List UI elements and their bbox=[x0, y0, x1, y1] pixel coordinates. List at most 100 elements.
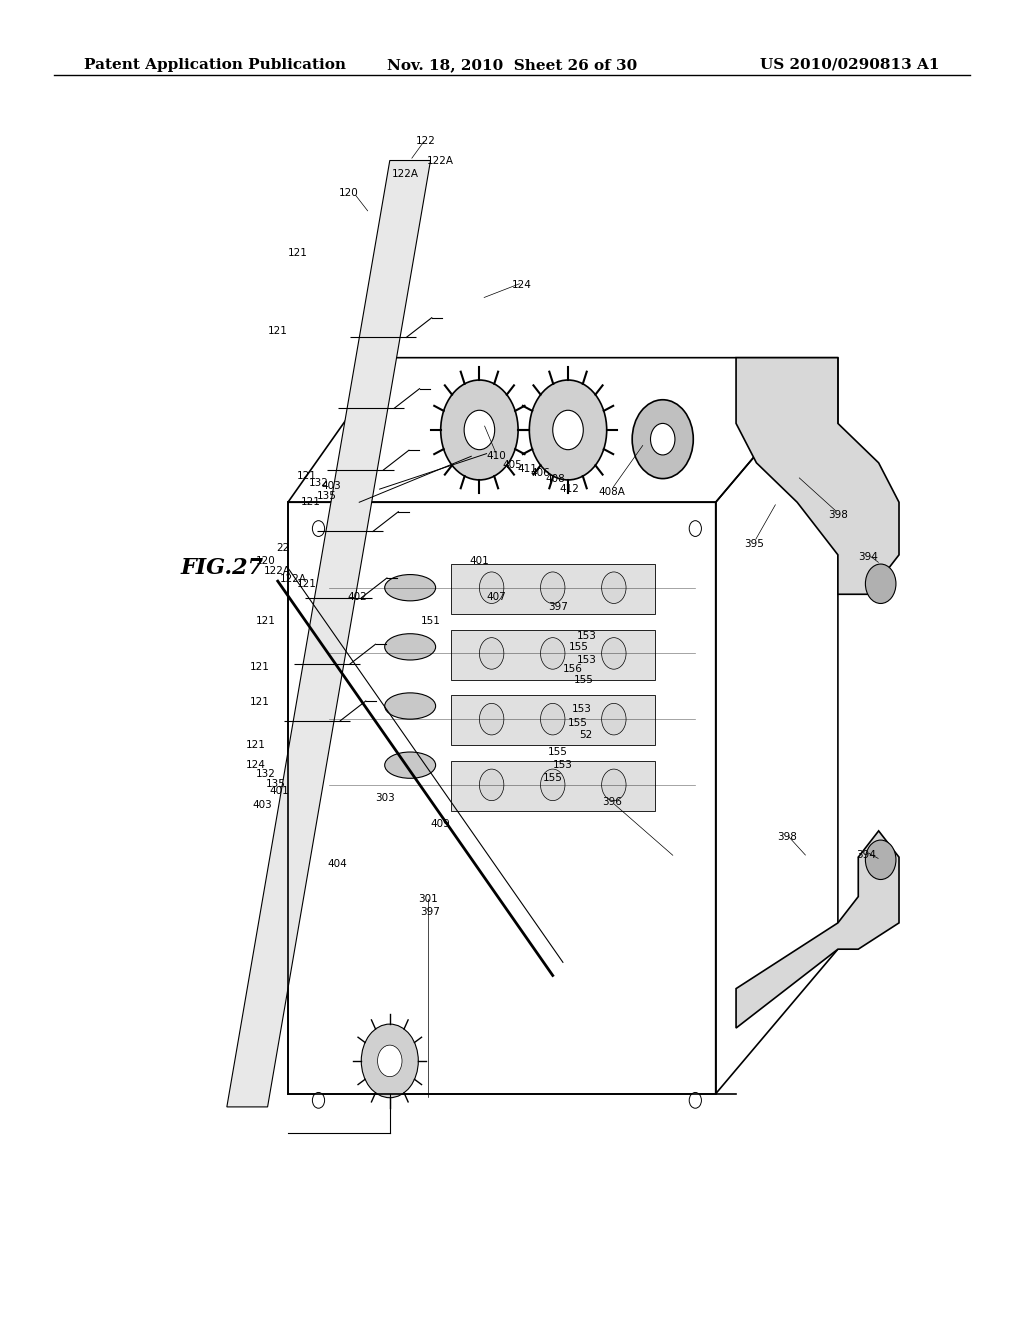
Circle shape bbox=[479, 638, 504, 669]
Circle shape bbox=[529, 380, 606, 480]
Circle shape bbox=[689, 520, 701, 536]
Circle shape bbox=[865, 840, 896, 879]
Text: FIG.27: FIG.27 bbox=[181, 557, 264, 579]
Text: 121: 121 bbox=[300, 498, 321, 507]
Text: 135: 135 bbox=[316, 491, 337, 500]
Text: 411: 411 bbox=[517, 465, 538, 474]
Text: 153: 153 bbox=[577, 631, 596, 642]
Circle shape bbox=[479, 770, 504, 801]
Text: 122: 122 bbox=[416, 136, 435, 145]
Text: 155: 155 bbox=[568, 718, 588, 729]
Ellipse shape bbox=[385, 574, 435, 601]
Text: Patent Application Publication: Patent Application Publication bbox=[84, 58, 346, 73]
Circle shape bbox=[479, 572, 504, 603]
Circle shape bbox=[479, 704, 504, 735]
Circle shape bbox=[602, 770, 626, 801]
Text: 406: 406 bbox=[530, 469, 550, 478]
Text: 303: 303 bbox=[375, 793, 394, 803]
Text: 395: 395 bbox=[744, 540, 764, 549]
Ellipse shape bbox=[385, 752, 435, 779]
Text: 121: 121 bbox=[250, 661, 269, 672]
Text: 155: 155 bbox=[569, 642, 589, 652]
Circle shape bbox=[378, 1045, 402, 1077]
Text: 410: 410 bbox=[486, 451, 507, 461]
Text: 396: 396 bbox=[602, 797, 622, 807]
Text: 153: 153 bbox=[577, 655, 596, 665]
Polygon shape bbox=[736, 830, 899, 1028]
Text: 155: 155 bbox=[573, 675, 593, 685]
Text: 402: 402 bbox=[347, 591, 367, 602]
Text: 394: 394 bbox=[856, 850, 877, 859]
Text: 52: 52 bbox=[579, 730, 592, 741]
Text: 121: 121 bbox=[250, 697, 269, 708]
Circle shape bbox=[541, 770, 565, 801]
Text: Nov. 18, 2010  Sheet 26 of 30: Nov. 18, 2010 Sheet 26 of 30 bbox=[387, 58, 637, 73]
Text: 401: 401 bbox=[270, 787, 290, 796]
FancyBboxPatch shape bbox=[451, 696, 654, 746]
Circle shape bbox=[541, 638, 565, 669]
Circle shape bbox=[464, 411, 495, 450]
Text: 122A: 122A bbox=[264, 565, 291, 576]
Text: 397: 397 bbox=[421, 907, 440, 917]
Circle shape bbox=[440, 380, 518, 480]
Text: 122A: 122A bbox=[391, 169, 419, 178]
Text: 156: 156 bbox=[563, 664, 583, 675]
Text: 135: 135 bbox=[266, 779, 286, 788]
Text: 121: 121 bbox=[296, 578, 316, 589]
Circle shape bbox=[650, 424, 675, 455]
Text: 397: 397 bbox=[548, 602, 567, 612]
Circle shape bbox=[541, 704, 565, 735]
Circle shape bbox=[689, 1093, 701, 1109]
Text: 409: 409 bbox=[431, 820, 451, 829]
Circle shape bbox=[541, 572, 565, 603]
Text: 120: 120 bbox=[256, 557, 275, 566]
Circle shape bbox=[865, 564, 896, 603]
Text: 122A: 122A bbox=[280, 573, 306, 583]
Text: 403: 403 bbox=[322, 482, 342, 491]
Circle shape bbox=[312, 1093, 325, 1109]
Polygon shape bbox=[736, 358, 899, 594]
Circle shape bbox=[602, 572, 626, 603]
Ellipse shape bbox=[385, 634, 435, 660]
Ellipse shape bbox=[385, 693, 435, 719]
Circle shape bbox=[602, 638, 626, 669]
Text: 404: 404 bbox=[327, 859, 347, 869]
Text: 155: 155 bbox=[543, 774, 562, 783]
Text: 401: 401 bbox=[470, 557, 489, 566]
Text: 408A: 408A bbox=[598, 487, 626, 496]
Text: 301: 301 bbox=[419, 894, 438, 904]
FancyBboxPatch shape bbox=[451, 762, 654, 812]
Text: US 2010/0290813 A1: US 2010/0290813 A1 bbox=[760, 58, 940, 73]
Text: 124: 124 bbox=[512, 280, 532, 290]
Text: 121: 121 bbox=[256, 615, 275, 626]
Text: 132: 132 bbox=[256, 770, 275, 779]
FancyBboxPatch shape bbox=[451, 564, 654, 614]
Text: 408: 408 bbox=[546, 474, 565, 483]
Text: 407: 407 bbox=[486, 591, 507, 602]
Text: 121: 121 bbox=[288, 248, 308, 257]
Circle shape bbox=[312, 520, 325, 536]
Text: 398: 398 bbox=[777, 833, 797, 842]
Polygon shape bbox=[227, 161, 430, 1107]
Text: 405: 405 bbox=[502, 461, 522, 470]
Text: 398: 398 bbox=[828, 511, 848, 520]
Text: 412: 412 bbox=[559, 484, 579, 494]
Text: 153: 153 bbox=[553, 760, 572, 770]
Circle shape bbox=[553, 411, 584, 450]
Circle shape bbox=[361, 1024, 418, 1098]
Text: 121: 121 bbox=[268, 326, 288, 337]
FancyBboxPatch shape bbox=[451, 630, 654, 680]
Text: 155: 155 bbox=[548, 747, 567, 756]
Text: 22: 22 bbox=[276, 544, 290, 553]
Circle shape bbox=[602, 704, 626, 735]
Text: 124: 124 bbox=[246, 760, 265, 770]
Text: 153: 153 bbox=[571, 704, 591, 714]
Circle shape bbox=[632, 400, 693, 479]
Text: 132: 132 bbox=[308, 478, 329, 487]
Text: 120: 120 bbox=[339, 189, 359, 198]
Text: 394: 394 bbox=[858, 553, 879, 562]
Text: 122A: 122A bbox=[427, 156, 455, 165]
Text: 403: 403 bbox=[253, 800, 272, 809]
Text: 121: 121 bbox=[246, 741, 265, 751]
Text: 121: 121 bbox=[296, 471, 316, 480]
